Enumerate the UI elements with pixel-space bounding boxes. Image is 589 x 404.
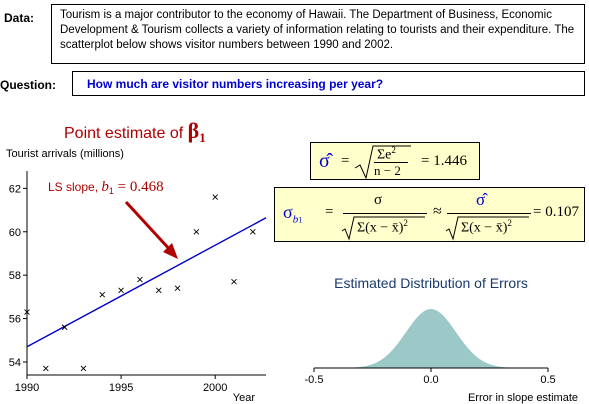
distribution-chart: Estimated Distribution of Errors -0.5 0.0 0… <box>305 275 578 404</box>
data-point <box>80 365 87 372</box>
data-point <box>61 324 68 331</box>
sigma-num-text: Σe <box>377 147 392 163</box>
frac2-num: σ̂ <box>476 190 486 209</box>
frac1-den-sup: 2 <box>403 218 408 228</box>
distribution-title: Estimated Distribution of Errors <box>334 275 528 291</box>
data-point <box>24 309 30 315</box>
scatter-chart: Tourist arrivals (millions) 54 56 58 60 62 199… <box>6 148 267 404</box>
dist-x-tick-label: 0.0 <box>423 374 438 386</box>
ls-slope-annotation: LS slope, b1 = 0.468 <box>48 179 164 196</box>
sigma-b1-symbol: σb1 <box>283 202 302 226</box>
sigma-b1-result: = 0.107 <box>533 204 579 220</box>
question-label: Question: <box>0 78 56 92</box>
distribution-curve <box>325 309 537 368</box>
question-box: How much are visitor numbers increasing … <box>72 71 585 96</box>
frac2-sqrt <box>445 216 529 241</box>
data-point <box>174 285 181 292</box>
data-label: Data: <box>4 11 35 25</box>
frac1-den: Σ(x − x̄)2 <box>357 218 408 237</box>
y-axis-label: Tourist arrivals (millions) <box>6 148 124 160</box>
frac2-bar <box>447 213 531 214</box>
annotation-arrow-head <box>163 243 178 259</box>
y-tick-label: 58 <box>9 270 21 282</box>
data-point <box>99 291 106 298</box>
point-estimate-title: Point estimate of β1 <box>64 118 206 146</box>
data-text: Tourism is a major contributor to the ec… <box>60 9 575 51</box>
sigma-hat-symbol: σ̂ <box>319 150 330 172</box>
x-tick-label: 2000 <box>203 382 227 394</box>
data-point <box>118 287 124 294</box>
x-tick-label: 1990 <box>15 382 39 394</box>
sigma-den: n − 2 <box>374 163 401 178</box>
x-tick-label: 1995 <box>109 382 133 394</box>
question-text: How much are visitor numbers increasing … <box>87 77 384 91</box>
data-point <box>43 365 49 372</box>
sigma-hat-formula: σ̂ = Σe2 n − 2 = 1.446 <box>310 142 480 180</box>
frac1-den-text: Σ(x − x̄) <box>357 220 404 236</box>
y-tick-label: 54 <box>9 357 21 369</box>
annotation-arrow-shaft <box>124 200 174 254</box>
data-point <box>250 228 256 235</box>
sigma-b1-formula: σb1 = σ Σ(x − x̄)2 ≈ σ̂ Σ(x − x̄)2 = 0.1… <box>274 187 585 242</box>
frac2-den: Σ(x − x̄)2 <box>461 218 512 237</box>
sigma-b1-eq: = <box>325 204 334 220</box>
sigma-num-sup: 2 <box>391 145 396 155</box>
x-axis-label: Year <box>233 392 256 404</box>
sqrt-sign <box>354 145 411 180</box>
point-estimate-text: Point estimate of <box>64 125 188 142</box>
y-tick-label: 56 <box>9 314 21 326</box>
ls-regression-line <box>26 217 267 348</box>
sigma-b1-lhs: σ <box>283 202 293 222</box>
approx-sign: ≈ <box>433 203 442 220</box>
sigma-eq: = <box>341 153 350 169</box>
data-point <box>212 194 219 200</box>
data-point <box>137 276 143 283</box>
beta-symbol: β <box>187 118 200 143</box>
sigma-b1-subsub: 1 <box>298 215 303 225</box>
dist-x-tick-label: 0.5 <box>540 374 555 386</box>
frac2-den-text: Σ(x − x̄) <box>461 220 508 236</box>
sigma-result: = 1.446 <box>421 153 467 169</box>
data-point <box>193 228 200 235</box>
frac1-bar <box>343 213 427 214</box>
y-tick-label: 60 <box>9 227 21 239</box>
frac1-num: σ <box>374 192 383 208</box>
dist-x-axis-label: Error in slope estimate <box>468 392 578 404</box>
sigma-num: Σe2 <box>377 145 396 164</box>
data-point <box>231 278 237 285</box>
frac1-sqrt <box>341 216 425 241</box>
data-point <box>155 287 162 294</box>
dist-x-tick-label: -0.5 <box>305 374 324 386</box>
beta-subscript: 1 <box>199 130 206 146</box>
y-tick-label: 62 <box>9 183 21 195</box>
frac2-den-sup: 2 <box>507 218 512 228</box>
data-text-box: Tourism is a major contributor to the ec… <box>51 4 585 64</box>
sigma-b1-sub: b <box>292 213 299 226</box>
fraction-bar <box>374 162 408 163</box>
